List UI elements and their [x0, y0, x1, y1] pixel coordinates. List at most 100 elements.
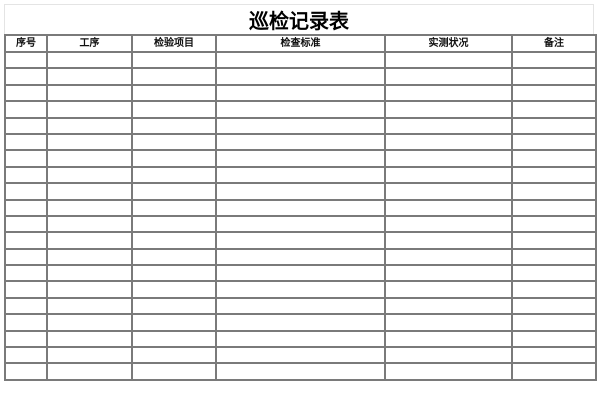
table-cell[interactable] — [46, 346, 133, 365]
table-cell[interactable] — [511, 296, 597, 316]
table-cell[interactable] — [384, 214, 513, 234]
table-cell[interactable] — [46, 329, 133, 349]
table-cell[interactable] — [46, 100, 133, 119]
table-cell[interactable] — [4, 83, 48, 103]
table-cell[interactable] — [131, 264, 217, 283]
table-cell[interactable] — [511, 132, 597, 152]
table-cell[interactable] — [4, 100, 48, 119]
table-cell[interactable] — [131, 165, 217, 185]
table-cell[interactable] — [131, 50, 217, 70]
table-cell[interactable] — [131, 346, 217, 365]
table-cell[interactable] — [4, 182, 48, 201]
table-cell[interactable] — [384, 100, 513, 119]
table-cell[interactable] — [4, 313, 48, 332]
table-cell[interactable] — [46, 165, 133, 185]
table-cell[interactable] — [215, 182, 386, 201]
table-cell[interactable] — [46, 132, 133, 152]
table-cell[interactable] — [511, 100, 597, 119]
table-cell[interactable] — [131, 67, 217, 86]
table-cell[interactable] — [215, 313, 386, 332]
table-cell[interactable] — [4, 231, 48, 250]
table-cell[interactable] — [384, 132, 513, 152]
table-cell[interactable] — [384, 165, 513, 185]
table-cell[interactable] — [131, 231, 217, 250]
table-cell[interactable] — [384, 149, 513, 168]
table-cell[interactable] — [46, 50, 133, 70]
table-cell[interactable] — [131, 247, 217, 267]
table-cell[interactable] — [46, 149, 133, 168]
table-cell[interactable] — [215, 50, 386, 70]
table-cell[interactable] — [511, 247, 597, 267]
table-cell[interactable] — [131, 198, 217, 217]
table-cell[interactable] — [131, 83, 217, 103]
table-cell[interactable] — [215, 296, 386, 316]
table-cell[interactable] — [46, 198, 133, 217]
table-cell[interactable] — [46, 231, 133, 250]
table-cell[interactable] — [215, 149, 386, 168]
table-cell[interactable] — [131, 214, 217, 234]
table-cell[interactable] — [511, 67, 597, 86]
table-cell[interactable] — [46, 296, 133, 316]
table-cell[interactable] — [4, 198, 48, 217]
table-cell[interactable] — [215, 362, 386, 381]
table-cell[interactable] — [46, 280, 133, 299]
table-cell[interactable] — [215, 264, 386, 283]
table-cell[interactable] — [384, 362, 513, 381]
table-cell[interactable] — [511, 231, 597, 250]
table-cell[interactable] — [4, 165, 48, 185]
table-cell[interactable] — [215, 329, 386, 349]
table-cell[interactable] — [215, 214, 386, 234]
table-cell[interactable] — [384, 198, 513, 217]
table-cell[interactable] — [384, 264, 513, 283]
table-cell[interactable] — [511, 362, 597, 381]
table-cell[interactable] — [4, 247, 48, 267]
table-cell[interactable] — [46, 313, 133, 332]
table-cell[interactable] — [215, 67, 386, 86]
table-cell[interactable] — [511, 116, 597, 135]
table-cell[interactable] — [131, 329, 217, 349]
table-cell[interactable] — [215, 116, 386, 135]
table-cell[interactable] — [215, 165, 386, 185]
table-cell[interactable] — [511, 149, 597, 168]
table-cell[interactable] — [511, 280, 597, 299]
table-cell[interactable] — [511, 264, 597, 283]
table-cell[interactable] — [384, 50, 513, 70]
table-cell[interactable] — [131, 182, 217, 201]
table-cell[interactable] — [384, 116, 513, 135]
table-cell[interactable] — [131, 100, 217, 119]
table-cell[interactable] — [384, 346, 513, 365]
table-cell[interactable] — [511, 313, 597, 332]
table-cell[interactable] — [4, 116, 48, 135]
table-cell[interactable] — [215, 280, 386, 299]
table-cell[interactable] — [131, 132, 217, 152]
table-cell[interactable] — [215, 247, 386, 267]
table-cell[interactable] — [511, 182, 597, 201]
table-cell[interactable] — [131, 313, 217, 332]
table-cell[interactable] — [4, 280, 48, 299]
table-cell[interactable] — [215, 198, 386, 217]
table-cell[interactable] — [4, 149, 48, 168]
table-cell[interactable] — [384, 83, 513, 103]
table-cell[interactable] — [4, 329, 48, 349]
table-cell[interactable] — [384, 296, 513, 316]
table-cell[interactable] — [384, 313, 513, 332]
table-cell[interactable] — [215, 132, 386, 152]
table-cell[interactable] — [511, 198, 597, 217]
table-cell[interactable] — [4, 346, 48, 365]
table-cell[interactable] — [511, 165, 597, 185]
table-cell[interactable] — [4, 362, 48, 381]
table-cell[interactable] — [384, 67, 513, 86]
table-cell[interactable] — [46, 264, 133, 283]
table-cell[interactable] — [384, 280, 513, 299]
table-cell[interactable] — [4, 214, 48, 234]
table-cell[interactable] — [4, 264, 48, 283]
table-cell[interactable] — [384, 182, 513, 201]
table-cell[interactable] — [4, 67, 48, 86]
table-cell[interactable] — [46, 83, 133, 103]
table-cell[interactable] — [511, 329, 597, 349]
table-cell[interactable] — [46, 247, 133, 267]
table-cell[interactable] — [215, 231, 386, 250]
table-cell[interactable] — [511, 346, 597, 365]
table-cell[interactable] — [46, 67, 133, 86]
table-cell[interactable] — [4, 296, 48, 316]
